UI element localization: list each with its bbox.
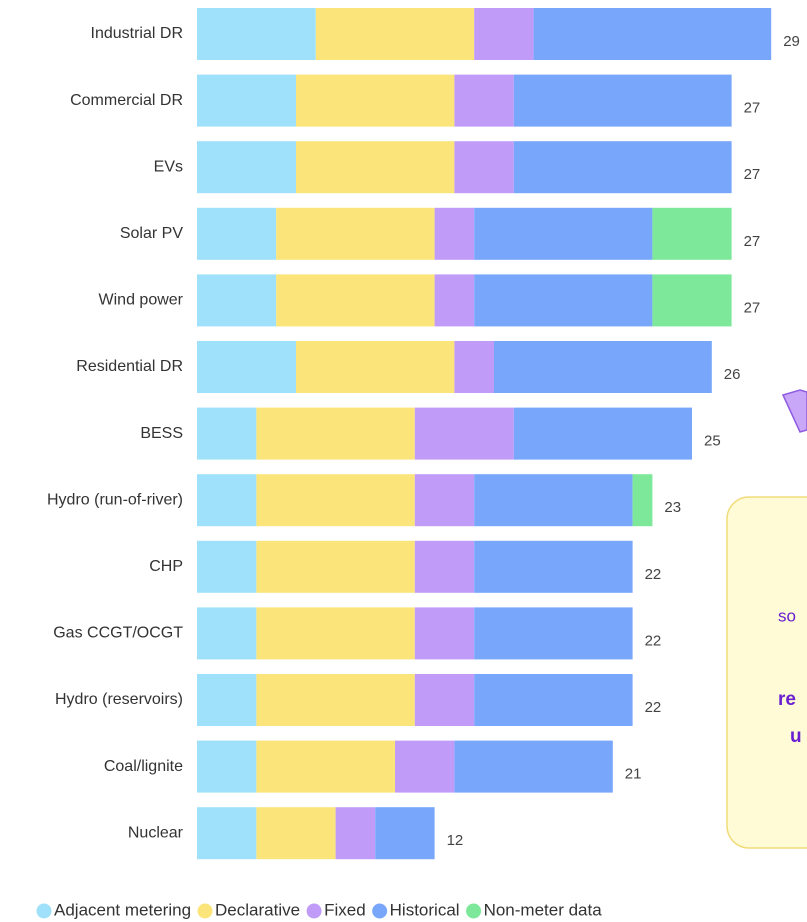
legend-swatch — [372, 903, 388, 919]
category-label: Industrial DR — [91, 25, 183, 42]
bar-segment — [197, 474, 257, 527]
bar-segment — [395, 740, 455, 793]
category-label: Gas CCGT/OCGT — [53, 625, 183, 642]
annotation: u — [790, 726, 802, 747]
bar-segment — [652, 207, 732, 260]
bar-segment — [256, 540, 415, 593]
category-label: Solar PV — [120, 225, 183, 242]
bar-segment — [375, 807, 435, 860]
bar-segment — [474, 8, 534, 60]
bar-segment — [632, 474, 653, 527]
total-label: 21 — [625, 766, 642, 783]
bar-segment — [197, 8, 316, 60]
bar-segment — [296, 141, 455, 194]
bar-segment — [197, 74, 296, 127]
bar-segment — [276, 207, 435, 260]
bar-segment — [513, 141, 732, 194]
bar-segment — [276, 274, 435, 327]
bar-segment — [494, 341, 712, 393]
bar-segment — [256, 407, 415, 460]
bar-segment — [533, 8, 772, 60]
bar-segment — [434, 274, 475, 327]
total-label: 25 — [704, 433, 721, 450]
category-label: Nuclear — [128, 824, 184, 841]
bar-segment — [197, 341, 296, 393]
annotation: re — [778, 689, 796, 710]
bar-segment — [197, 607, 257, 660]
bar-segment — [256, 740, 395, 793]
category-label: EVs — [154, 158, 183, 175]
callout-box — [726, 496, 807, 849]
category-label: Hydro (reservoirs) — [55, 691, 183, 708]
callout-arrow — [781, 389, 807, 433]
legend-swatch — [306, 903, 322, 919]
bar-segment — [454, 341, 494, 393]
bar-segment — [474, 474, 633, 527]
total-label: 12 — [447, 832, 464, 849]
legend-label: Adjacent metering — [54, 900, 191, 919]
legend-swatch — [466, 903, 482, 919]
bar-segment — [335, 807, 376, 860]
bar-segment — [454, 740, 613, 793]
bar-segment — [474, 540, 633, 593]
bar-segment — [256, 807, 336, 860]
total-label: 27 — [744, 233, 761, 250]
bar-segment — [513, 74, 732, 127]
legend-label: Historical — [390, 900, 460, 919]
bar-segment — [315, 8, 475, 60]
total-label: 22 — [645, 699, 662, 716]
total-label: 22 — [645, 632, 662, 649]
bar-segment — [197, 674, 257, 726]
total-label: 26 — [724, 366, 741, 383]
legend-label: Declarative — [215, 900, 300, 919]
bar-segment — [454, 141, 514, 194]
bar-segment — [256, 607, 415, 660]
total-label: 29 — [783, 33, 800, 50]
bar-segment — [296, 74, 455, 127]
bar-segment — [454, 74, 514, 127]
category-label: CHP — [149, 558, 183, 575]
bar-segment — [474, 674, 633, 726]
bar-segment — [474, 607, 633, 660]
total-label: 27 — [744, 166, 761, 183]
total-label: 23 — [664, 499, 681, 516]
bar-segment — [434, 207, 475, 260]
legend-swatch — [36, 903, 52, 919]
category-label: Commercial DR — [70, 92, 183, 109]
bar-segment — [414, 407, 514, 460]
bar-segment — [296, 341, 455, 393]
bar-segment — [197, 740, 257, 793]
bar-segment — [414, 607, 475, 660]
category-label: Residential DR — [76, 358, 183, 375]
bar-segment — [474, 207, 653, 260]
total-label: 27 — [744, 100, 761, 117]
total-label: 22 — [645, 566, 662, 583]
category-label: Wind power — [99, 292, 184, 309]
bar-segment — [197, 207, 277, 260]
bar-segment — [197, 407, 257, 460]
bar-segment — [256, 474, 415, 527]
category-label: Hydro (run-of-river) — [47, 491, 183, 508]
bar-segment — [414, 474, 475, 527]
legend-label: Fixed — [324, 900, 366, 919]
bar-segment — [197, 141, 296, 194]
bar-segment — [256, 674, 415, 726]
bar-segment — [197, 540, 257, 593]
bar-segment — [513, 407, 692, 460]
bar-segment — [197, 807, 257, 860]
annotation: so — [778, 606, 796, 625]
bar-segment — [474, 274, 653, 327]
legend-swatch — [197, 903, 213, 919]
bar-segment — [652, 274, 732, 327]
bar-segment — [197, 274, 277, 327]
legend-label: Non-meter data — [484, 900, 603, 919]
total-label: 27 — [744, 299, 761, 316]
category-label: Coal/lignite — [104, 758, 183, 775]
bar-segment — [414, 674, 475, 726]
bar-segment — [414, 540, 475, 593]
category-label: BESS — [140, 425, 183, 442]
